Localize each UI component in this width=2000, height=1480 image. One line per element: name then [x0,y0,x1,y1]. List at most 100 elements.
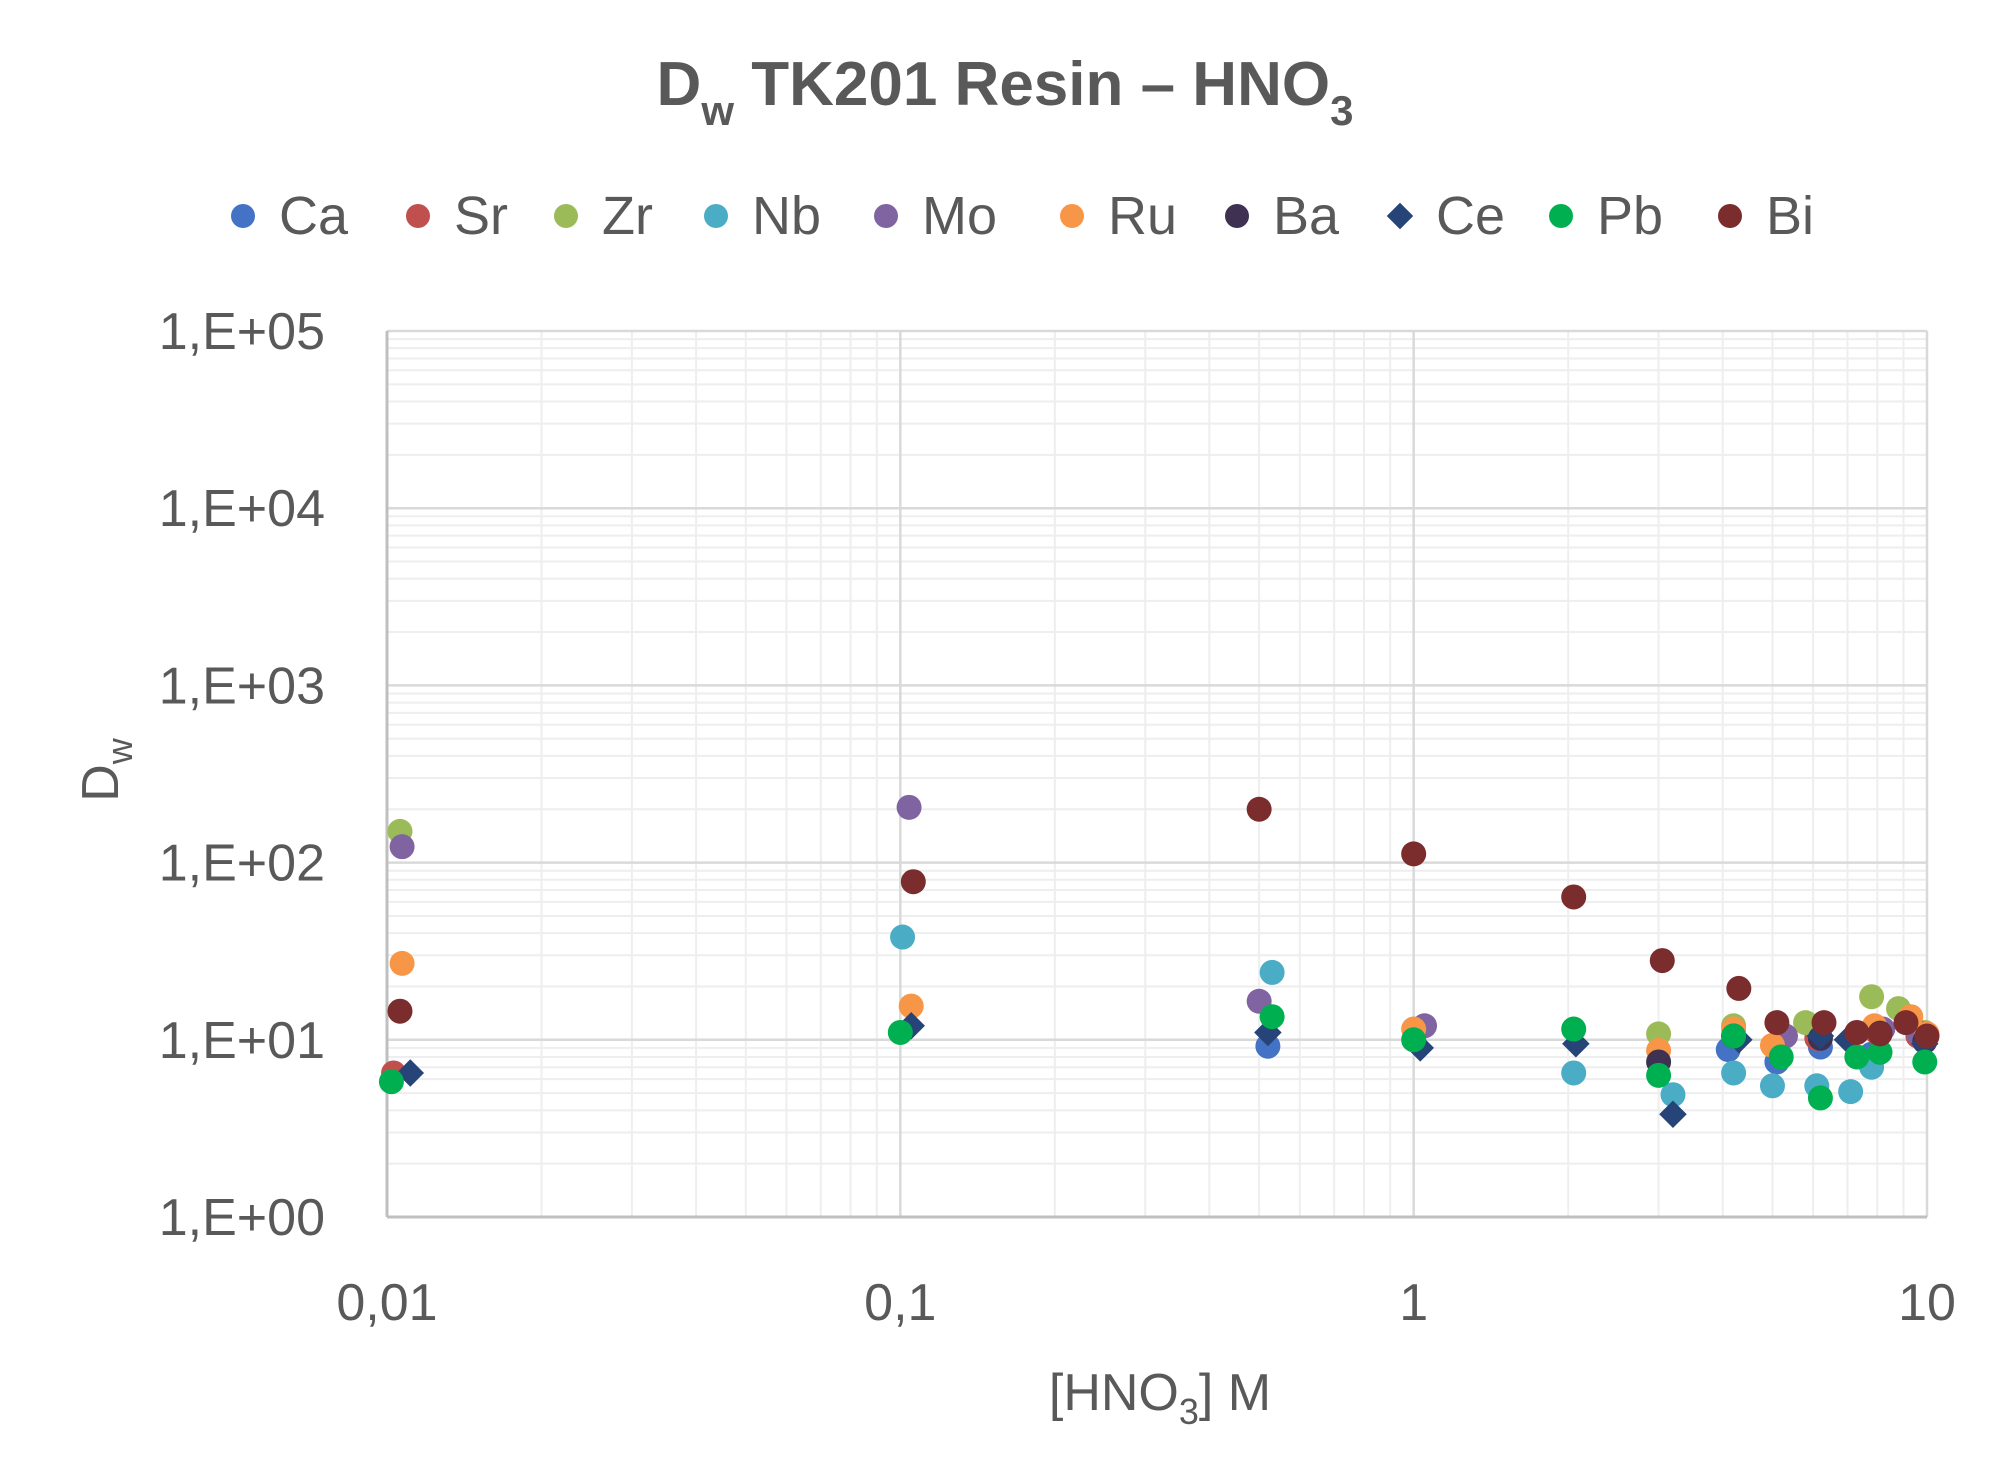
data-point-bi [1914,1023,1940,1049]
data-point-pb [1401,1027,1427,1053]
legend-item-pb: Pb [1549,186,1663,246]
x-axis-title-post: ] M [1199,1364,1271,1422]
data-point-pb [887,1019,913,1045]
data-point-ru [898,993,924,1019]
data-point-bi [1401,841,1427,867]
legend-label-ba: Ba [1273,186,1340,246]
data-point-bi [1649,948,1675,974]
series-pb [378,1004,1938,1111]
data-point-zr [1859,984,1885,1010]
x-axis-title: [HNO3] M [1049,1364,1271,1432]
legend-label-sr: Sr [454,186,508,246]
y-tick-label: 1,E+01 [159,1012,325,1070]
data-point-nb [1660,1082,1686,1108]
data-point-nb [1561,1060,1587,1086]
x-tick-labels: 0,01 0,1 1 10 [336,1274,1956,1332]
data-point-ru [389,950,415,976]
data-point-nb [1721,1060,1747,1086]
legend-label-mo: Mo [922,186,997,246]
data-point-pb [1912,1049,1938,1075]
data-point-bi [1867,1021,1893,1047]
data-point-ce [1659,1100,1687,1129]
data-point-pb [1646,1062,1672,1088]
y-tick-label: 1,E+00 [159,1189,325,1247]
legend-marker-ba [1225,204,1249,228]
series-bi [387,796,1940,1049]
legend-marker-zr [554,204,578,228]
data-point-nb [890,924,916,950]
data-point-bi [1764,1010,1790,1036]
chart-title: Dw TK201 Resin – HNO3 [657,50,1354,134]
x-tick-label: 0,1 [864,1274,936,1332]
x-axis-title-pre: [HNO [1049,1364,1179,1422]
legend-item-zr: Zr [554,186,653,246]
legend: Ca Sr Zr Nb Mo Ru Ba Ce Pb Bi [231,186,1814,246]
chart-title-main: D [657,50,702,119]
data-point-bi [1246,796,1272,822]
data-point-pb [1867,1039,1893,1065]
x-tick-label: 1 [1399,1274,1428,1332]
x-axis-title-sub: 3 [1179,1391,1199,1432]
data-point-bi [1893,1010,1919,1036]
x-tick-label: 0,01 [336,1274,437,1332]
data-point-pb [1844,1044,1870,1070]
legend-item-bi: Bi [1718,186,1814,246]
data-point-pb [1807,1085,1833,1111]
y-axis-title-sub: w [99,737,140,765]
legend-marker-ru [1060,204,1084,228]
legend-marker-pb [1549,204,1573,228]
y-tick-label: 1,E+05 [159,303,325,361]
data-points [378,794,1940,1129]
legend-label-ce: Ce [1436,186,1505,246]
legend-label-bi: Bi [1766,186,1814,246]
data-point-mo [896,794,922,820]
data-point-zr [1793,1010,1819,1036]
legend-marker-bi [1718,204,1742,228]
legend-label-zr: Zr [602,186,653,246]
grid-minor [387,331,1927,1217]
legend-item-nb: Nb [704,186,821,246]
legend-label-ru: Ru [1108,186,1177,246]
data-point-mo [389,834,415,860]
chart-title-rest: TK201 Resin – HNO [734,50,1330,119]
data-point-nb [1259,959,1285,985]
legend-marker-mo [874,204,898,228]
legend-label-nb: Nb [752,186,821,246]
legend-label-pb: Pb [1597,186,1663,246]
data-point-bi [1561,884,1587,910]
data-point-pb [378,1069,404,1095]
chart-title-main-sub: w [700,87,734,134]
data-point-nb [1759,1073,1785,1099]
data-point-bi [1844,1019,1870,1045]
legend-item-sr: Sr [406,186,508,246]
y-axis-title-main: D [72,764,130,802]
legend-item-ru: Ru [1060,186,1177,246]
data-point-bi [1811,1010,1837,1036]
legend-item-ba: Ba [1225,186,1340,246]
legend-marker-sr [406,204,430,228]
legend-label-ca: Ca [279,186,349,246]
data-point-pb [1259,1004,1285,1030]
chart-title-rest-sub: 3 [1330,87,1353,134]
legend-item-ca: Ca [231,186,349,246]
data-point-bi [900,869,926,895]
data-point-nb [1838,1079,1864,1105]
plot-area [378,329,1940,1219]
data-point-ca [1255,1033,1281,1059]
data-point-pb [1721,1023,1747,1049]
y-tick-label: 1,E+04 [159,480,325,538]
data-point-bi [1726,975,1752,1001]
legend-item-ce: Ce [1386,186,1505,246]
x-tick-label: 10 [1898,1274,1956,1332]
data-point-bi [387,998,413,1024]
legend-marker-ca [231,204,255,228]
series-nb [890,924,1885,1108]
data-point-pb [1768,1044,1794,1070]
legend-marker-nb [704,204,728,228]
y-axis-title: Dw [72,737,140,802]
y-tick-label: 1,E+02 [159,835,325,893]
legend-marker-ce [1386,202,1414,230]
y-tick-label: 1,E+03 [159,657,325,715]
